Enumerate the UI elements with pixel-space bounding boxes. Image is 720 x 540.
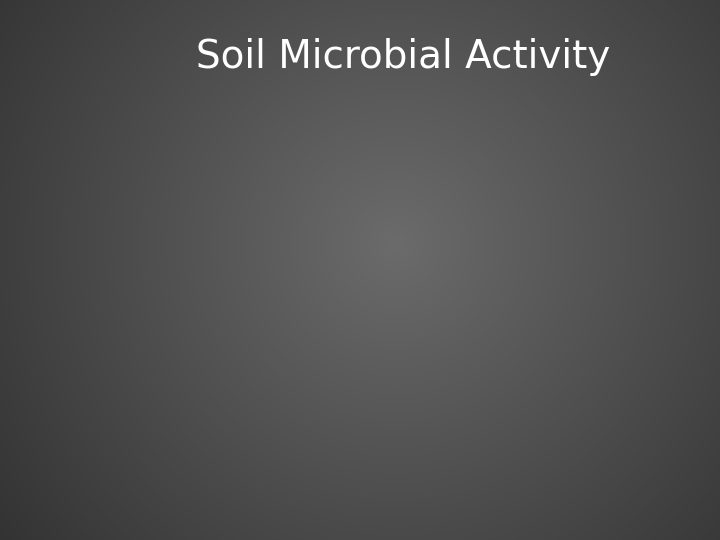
- Y-axis label: Soil microbial activity
mg CO₂-C kg⁻¹   soil: Soil microbial activity mg CO₂-C kg⁻¹ so…: [71, 231, 103, 417]
- Bar: [454, 287, 516, 486]
- Bar: [166, 271, 228, 486]
- Bar: [358, 247, 420, 486]
- Bar: [549, 384, 611, 486]
- Bar: [262, 186, 324, 486]
- Text: Soil Microbial Activity: Soil Microbial Activity: [196, 38, 611, 76]
